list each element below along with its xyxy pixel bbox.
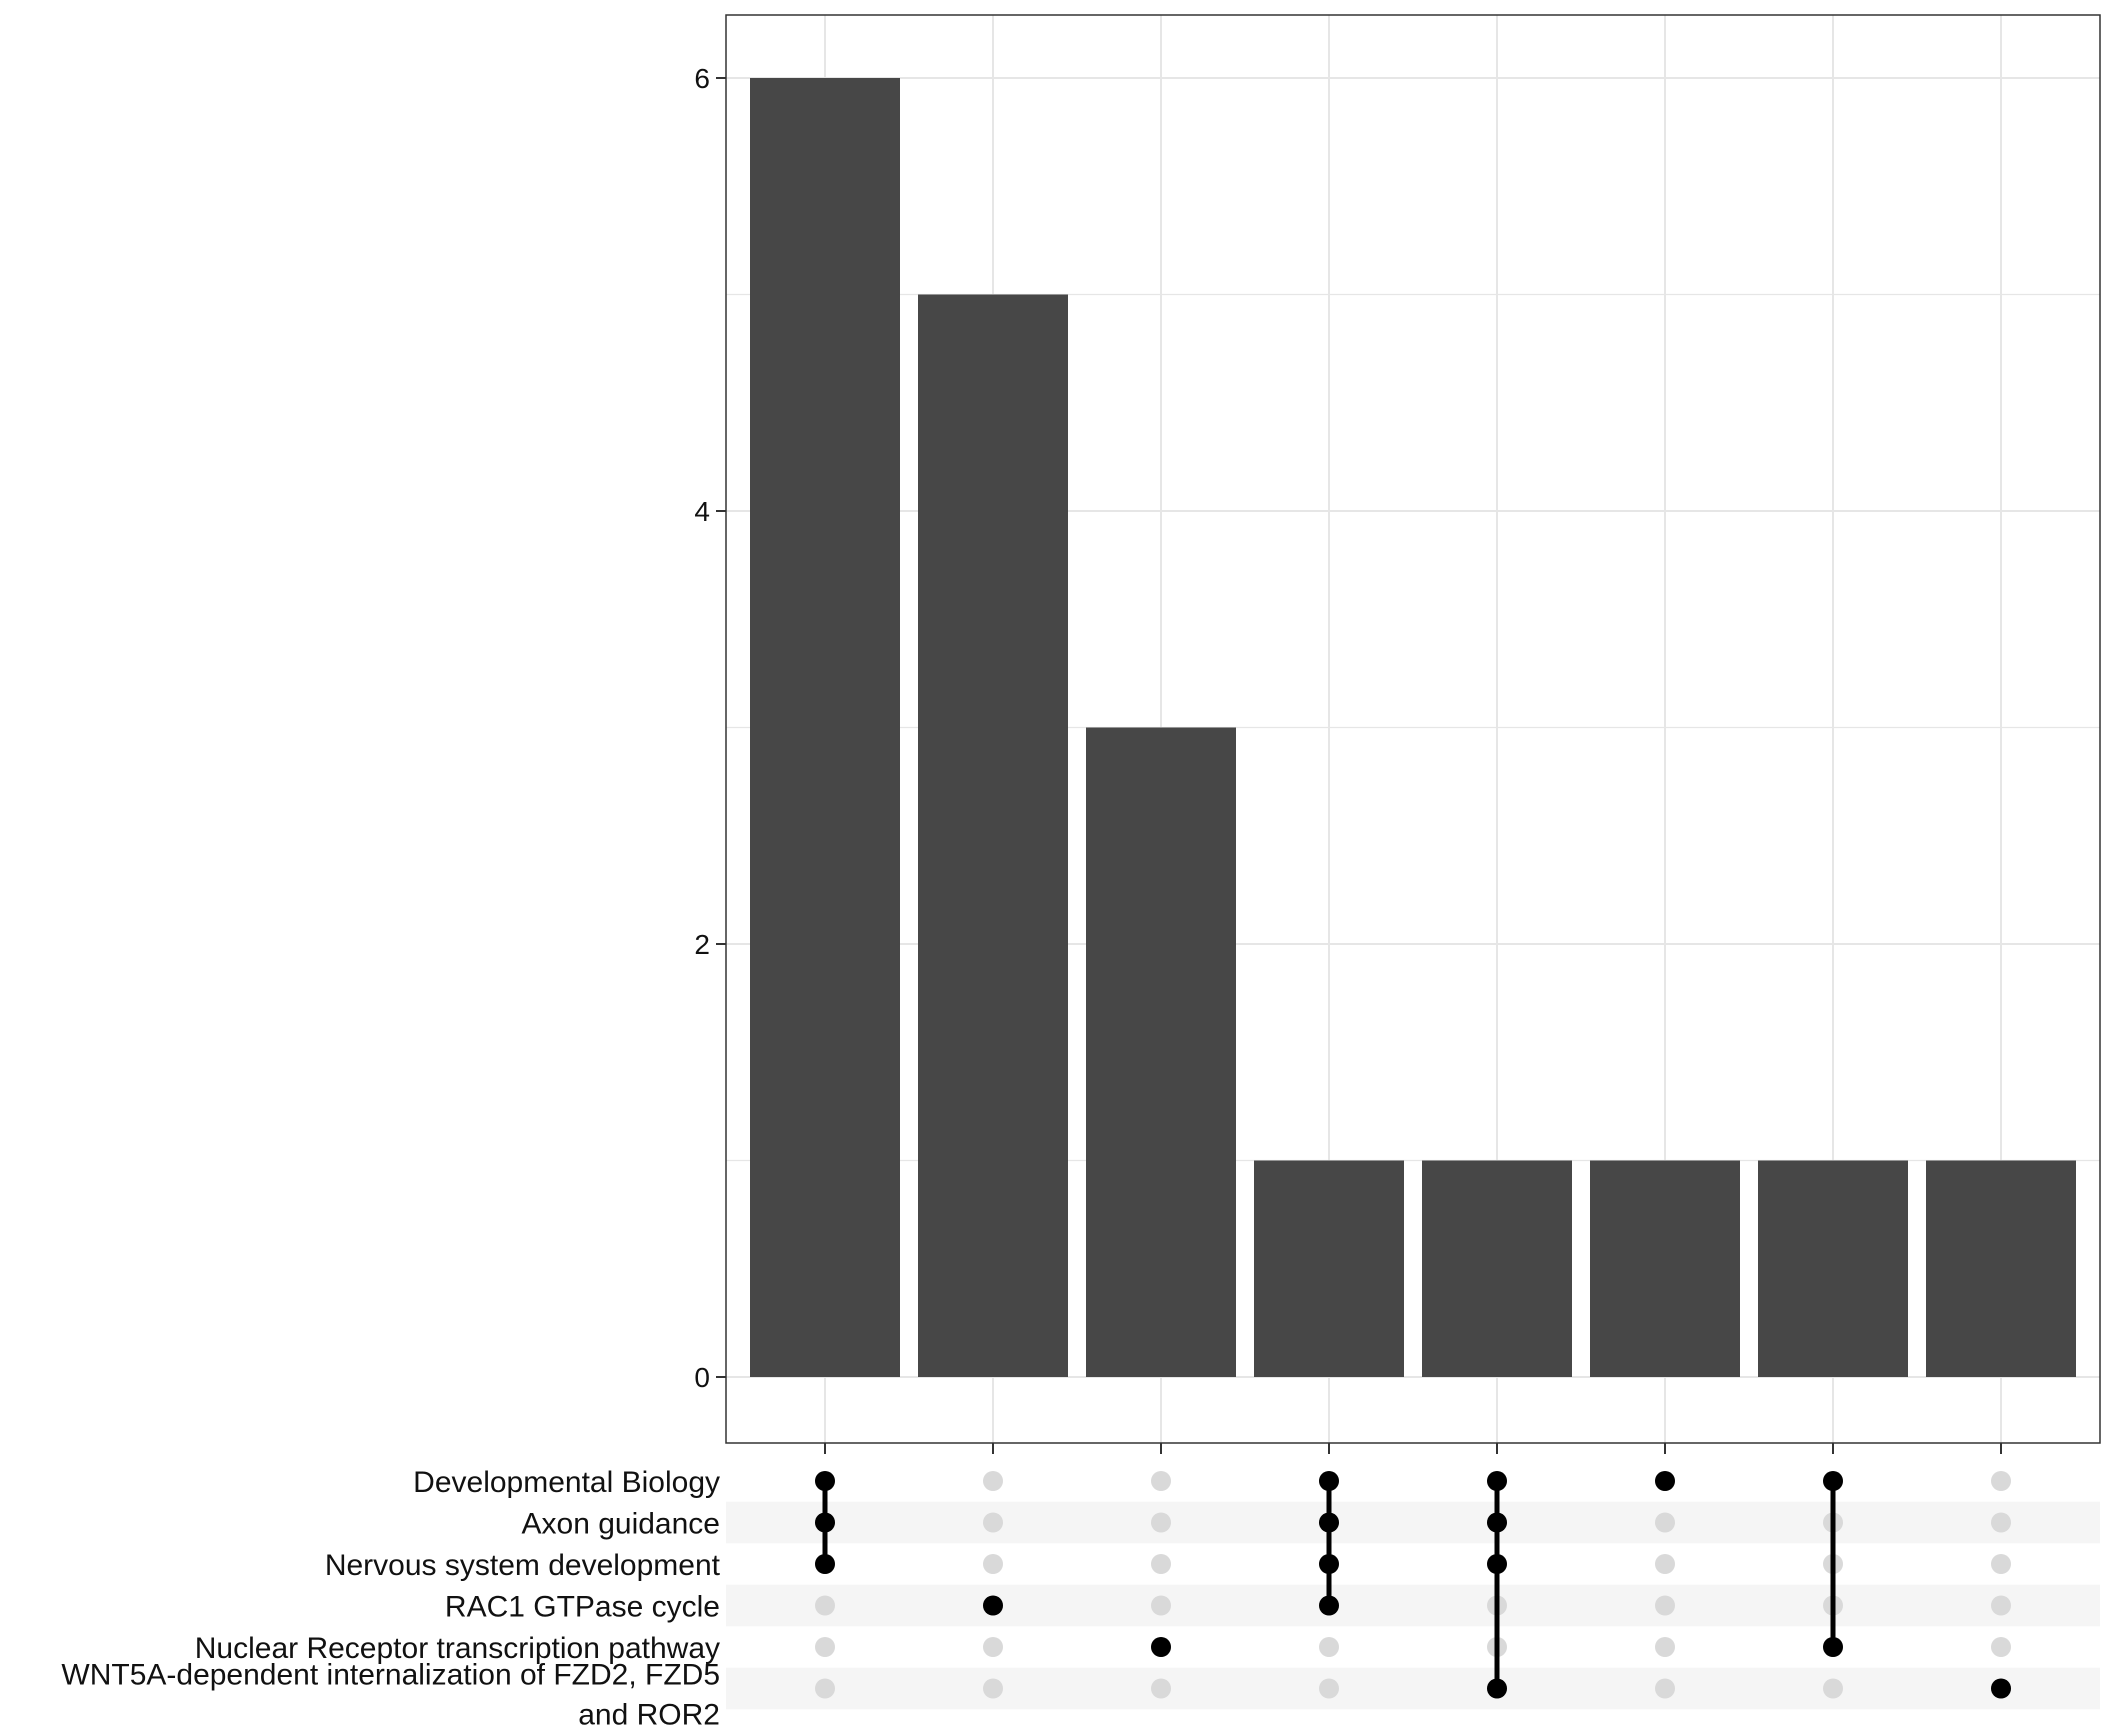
matrix-dot-inactive <box>1823 1678 1843 1699</box>
set-label: WNT5A-dependent internalization of FZD2,… <box>61 1659 720 1692</box>
set-label: RAC1 GTPase cycle <box>445 1591 720 1624</box>
matrix-dot-active <box>1487 1678 1507 1699</box>
bar-5 <box>1422 1160 1572 1377</box>
matrix-dot-inactive <box>1991 1554 2011 1574</box>
set-label: Nervous system development <box>325 1549 721 1582</box>
matrix-dot-inactive <box>983 1678 1003 1699</box>
matrix-dot-active <box>1823 1471 1843 1491</box>
x-axis-ticks <box>824 1443 2002 1454</box>
matrix-dot-inactive <box>1655 1637 1675 1657</box>
bar-2 <box>918 294 1068 1377</box>
y-tick-label: 4 <box>694 496 710 527</box>
matrix-dot-inactive <box>1991 1512 2011 1533</box>
y-axis: 0 2 4 6 <box>694 63 726 1393</box>
matrix-dot-active <box>1319 1554 1339 1574</box>
matrix-dot-inactive <box>1151 1554 1171 1574</box>
matrix-dot-inactive <box>983 1471 1003 1491</box>
set-label: Nuclear Receptor transcription pathway <box>195 1632 720 1665</box>
matrix-dot-active <box>983 1595 1003 1616</box>
matrix-stripe <box>726 1584 2100 1627</box>
matrix-dot-active <box>1319 1595 1339 1616</box>
matrix-dot-inactive <box>1991 1637 2011 1657</box>
set-labels: Developmental Biology Axon guidance Nervou… <box>61 1466 720 1728</box>
matrix-dot-active <box>1319 1512 1339 1533</box>
matrix-dot-active <box>1487 1512 1507 1533</box>
plot-frame <box>725 14 2101 1444</box>
set-label: Axon guidance <box>522 1508 721 1541</box>
matrix-dot-active <box>815 1554 835 1574</box>
matrix-dot-active <box>1655 1471 1675 1491</box>
matrix-dot-inactive <box>983 1554 1003 1574</box>
matrix-dot-active <box>1487 1471 1507 1491</box>
matrix-dot-inactive <box>815 1678 835 1699</box>
bar-1 <box>750 78 900 1377</box>
matrix-dot-inactive <box>815 1637 835 1657</box>
matrix-stripe <box>726 1667 2100 1710</box>
matrix-dot-inactive <box>1151 1512 1171 1533</box>
matrix-dot-inactive <box>983 1512 1003 1533</box>
matrix-dot-inactive <box>1151 1678 1171 1699</box>
matrix-dot-inactive <box>1991 1595 2011 1616</box>
matrix-dot-inactive <box>1151 1595 1171 1616</box>
y-tick-label: 0 <box>694 1362 710 1393</box>
matrix-dot-active <box>1319 1471 1339 1491</box>
matrix-dot-inactive <box>1655 1595 1675 1616</box>
matrix-dot-inactive <box>1319 1637 1339 1657</box>
matrix-dot-inactive <box>1151 1471 1171 1491</box>
matrix-stripes <box>726 1501 2100 1710</box>
matrix-dot-active <box>1991 1678 2011 1699</box>
matrix-dot-inactive <box>1991 1471 2011 1491</box>
matrix-dot-inactive <box>1655 1678 1675 1699</box>
y-tick-label: 6 <box>694 63 710 94</box>
bar-4 <box>1254 1160 1404 1377</box>
y-tick-label: 2 <box>694 929 710 960</box>
matrix-stripe <box>726 1501 2100 1544</box>
matrix-dot-active <box>1823 1637 1843 1657</box>
bar-6 <box>1590 1160 1740 1377</box>
matrix-dot-inactive <box>1655 1512 1675 1533</box>
intersection-bars <box>750 78 2076 1377</box>
set-label-line2: and ROR2 <box>578 1699 720 1728</box>
intersection-matrix <box>815 1471 2011 1699</box>
matrix-dot-active <box>1487 1554 1507 1574</box>
matrix-dot-inactive <box>815 1595 835 1616</box>
matrix-dot-inactive <box>983 1637 1003 1657</box>
bar-7 <box>1758 1160 1908 1377</box>
bar-8 <box>1926 1160 2076 1377</box>
matrix-dot-inactive <box>1655 1554 1675 1574</box>
matrix-dot-active <box>815 1512 835 1533</box>
matrix-dot-active <box>1151 1637 1171 1657</box>
matrix-dot-active <box>815 1471 835 1491</box>
matrix-dot-inactive <box>1319 1678 1339 1699</box>
set-label: Developmental Biology <box>413 1466 720 1499</box>
bar-3 <box>1086 727 1236 1377</box>
